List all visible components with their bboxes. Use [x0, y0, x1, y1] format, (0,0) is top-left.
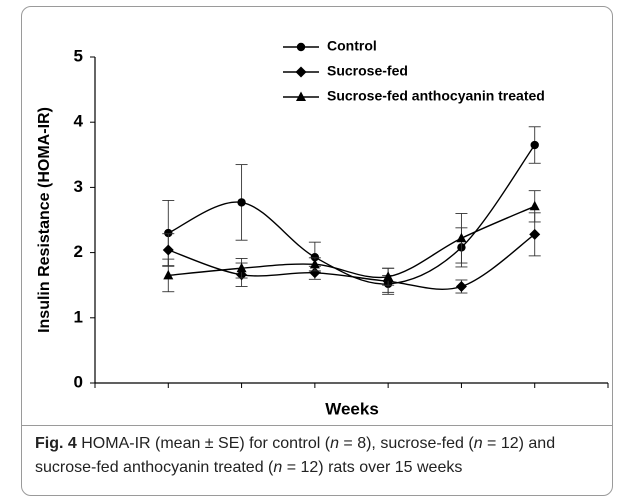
caption-italic: n	[473, 435, 483, 452]
data-point	[162, 244, 174, 256]
y-tick-label: 5	[74, 46, 83, 65]
legend-marker	[296, 42, 306, 52]
legend-label: Sucrose-fed	[327, 63, 408, 79]
data-point	[309, 267, 321, 279]
data-point	[164, 228, 173, 238]
x-axis-label: Weeks	[325, 399, 379, 418]
figure-frame	[21, 6, 613, 496]
data-point	[529, 200, 540, 211]
data-point	[383, 271, 394, 281]
caption-label: Fig. 4	[35, 435, 77, 452]
y-axis-label: Insulin Resistance (HOMA-IR)	[36, 107, 53, 333]
caption-rule	[21, 425, 613, 426]
caption-text: = 8), sucrose-fed (	[338, 435, 474, 452]
caption-text: = 12) and sucrose-fed anthocyanin treate…	[35, 435, 556, 476]
y-tick-label: 4	[74, 112, 84, 131]
legend-label: Control	[327, 38, 377, 54]
data-point	[309, 258, 320, 269]
caption-italic: n	[330, 435, 339, 452]
y-tick-label: 1	[74, 307, 83, 326]
data-point	[310, 252, 320, 262]
data-point	[236, 262, 247, 273]
caption-text: = 12) rats over 15 weeks	[282, 459, 463, 476]
series-line	[168, 233, 536, 290]
legend-marker	[295, 66, 307, 78]
series-line	[168, 144, 536, 285]
series-line	[168, 205, 535, 279]
data-point	[237, 198, 246, 207]
data-point	[163, 269, 174, 280]
data-point	[530, 140, 539, 150]
y-tick-label: 0	[74, 372, 83, 391]
data-point	[529, 228, 541, 240]
data-point	[456, 232, 467, 243]
data-point	[455, 281, 467, 293]
chart: Weeks Insulin Resistance (HOMA-IR) 0 1 2 3 4…	[36, 38, 609, 418]
legend-label: Sucrose-fed anthocyanin treated	[327, 88, 545, 104]
y-tick-label: 2	[74, 242, 83, 261]
caption: Fig. 4 HOMA-IR (mean ± SE) for control (…	[35, 432, 605, 480]
legend-marker	[296, 91, 306, 101]
caption-text: HOMA-IR (mean ± SE) for control (	[81, 435, 331, 452]
caption-italic: n	[273, 459, 283, 476]
y-tick-label: 3	[74, 177, 83, 196]
